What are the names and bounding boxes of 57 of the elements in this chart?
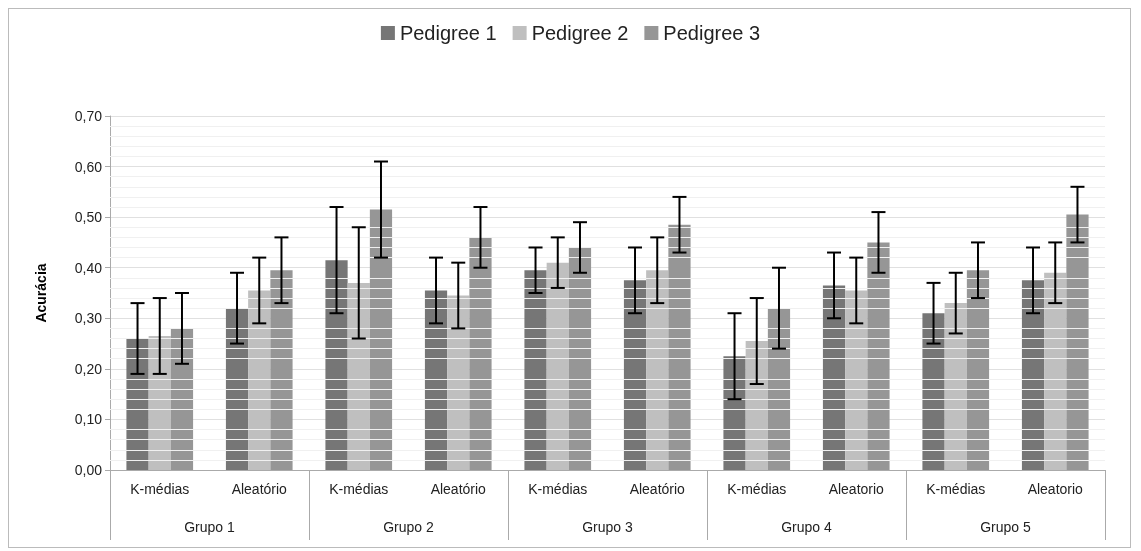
text: Grupo 3 (582, 519, 633, 535)
x-tick-label: K-médias (926, 481, 986, 497)
x-tick-label: Aleatorio (1027, 481, 1084, 497)
bar (1066, 214, 1089, 470)
x-tick-label: Aleatório (430, 481, 487, 497)
y-tick-label: 0,50 (74, 209, 103, 226)
bar (225, 308, 249, 470)
bar (270, 270, 293, 470)
bar (126, 338, 149, 470)
x-tick-label: K-médias (130, 481, 190, 497)
bar (822, 285, 846, 470)
bar (767, 308, 791, 470)
bar (845, 290, 868, 470)
y-tick-label: 0,20 (74, 360, 103, 377)
bar (447, 295, 470, 470)
bar (347, 282, 370, 470)
x-tick-label: K-médias (528, 481, 588, 497)
bar (469, 237, 492, 470)
bar (668, 224, 691, 470)
bar (944, 303, 967, 470)
bar (723, 356, 746, 470)
bar (248, 290, 271, 470)
y-tick-label: 0,70 (74, 108, 103, 124)
bar (646, 270, 669, 470)
bar (369, 209, 393, 470)
bar (922, 313, 945, 470)
bar (745, 341, 768, 470)
legend-label: Pedigree 1 (399, 22, 497, 44)
bar (867, 242, 890, 470)
x-tick-label: K-médias (329, 481, 389, 497)
x-tick-label: K-médias (727, 481, 787, 497)
text: Grupo 5 (980, 519, 1031, 535)
x-tick-label: Aleatório (231, 481, 288, 497)
bar (325, 260, 348, 470)
legend-label: Pedigree 2 (531, 22, 629, 44)
bar (524, 270, 547, 470)
bar (568, 247, 592, 470)
x-tick-label: Aleatorio (828, 481, 885, 497)
y-tick-label: 0,60 (74, 158, 103, 175)
text: Grupo 4 (781, 519, 832, 535)
bar (966, 270, 990, 470)
legend-label: Pedigree 3 (663, 22, 761, 44)
y-tick-label: 0,10 (74, 411, 103, 428)
bar (424, 290, 448, 470)
y-tick-label: 0,00 (74, 462, 103, 478)
bar (148, 335, 171, 470)
x-tick-label: Aleatório (629, 481, 686, 497)
y-tick-label: 0,40 (74, 259, 103, 276)
bar (170, 328, 194, 470)
bar (1021, 280, 1045, 470)
bar (546, 262, 569, 470)
y-axis-title: Acurácia (33, 263, 49, 323)
bar (623, 280, 647, 470)
text: Grupo 2 (383, 519, 434, 535)
text: Grupo 1 (184, 519, 235, 535)
bar (1044, 272, 1067, 470)
y-tick-label: 0,30 (74, 310, 103, 327)
